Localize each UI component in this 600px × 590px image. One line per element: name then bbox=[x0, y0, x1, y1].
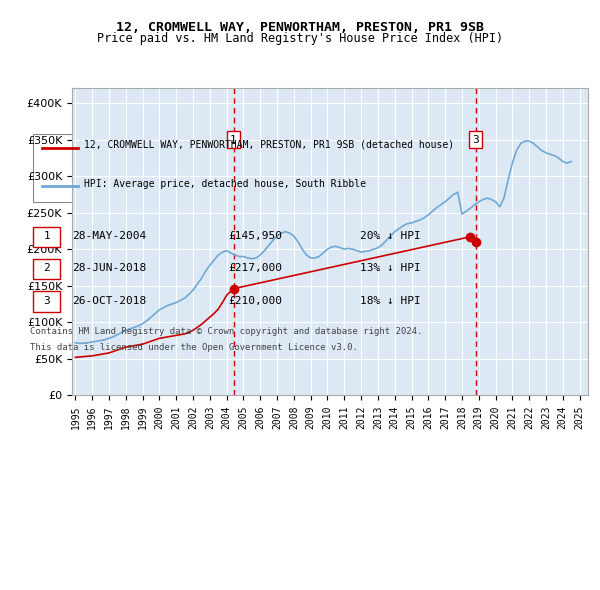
Text: 3: 3 bbox=[472, 135, 479, 145]
Text: 1: 1 bbox=[43, 231, 50, 241]
Text: 12, CROMWELL WAY, PENWORTHAM, PRESTON, PR1 9SB: 12, CROMWELL WAY, PENWORTHAM, PRESTON, P… bbox=[116, 21, 484, 34]
Text: £210,000: £210,000 bbox=[228, 296, 282, 306]
Text: This data is licensed under the Open Government Licence v3.0.: This data is licensed under the Open Gov… bbox=[30, 343, 358, 352]
Text: 28-JUN-2018: 28-JUN-2018 bbox=[72, 264, 146, 273]
Text: 13% ↓ HPI: 13% ↓ HPI bbox=[360, 264, 421, 273]
Text: 26-OCT-2018: 26-OCT-2018 bbox=[72, 296, 146, 306]
Text: 20% ↓ HPI: 20% ↓ HPI bbox=[360, 231, 421, 241]
Text: 28-MAY-2004: 28-MAY-2004 bbox=[72, 231, 146, 241]
Text: 12, CROMWELL WAY, PENWORTHAM, PRESTON, PR1 9SB (detached house): 12, CROMWELL WAY, PENWORTHAM, PRESTON, P… bbox=[84, 140, 454, 149]
Text: 2: 2 bbox=[43, 264, 50, 273]
Text: Price paid vs. HM Land Registry's House Price Index (HPI): Price paid vs. HM Land Registry's House … bbox=[97, 32, 503, 45]
Text: 1: 1 bbox=[230, 135, 237, 145]
Text: £217,000: £217,000 bbox=[228, 264, 282, 273]
Text: Contains HM Land Registry data © Crown copyright and database right 2024.: Contains HM Land Registry data © Crown c… bbox=[30, 327, 422, 336]
Text: £145,950: £145,950 bbox=[228, 231, 282, 241]
Text: 3: 3 bbox=[43, 296, 50, 306]
Text: HPI: Average price, detached house, South Ribble: HPI: Average price, detached house, Sout… bbox=[84, 179, 366, 189]
Text: 18% ↓ HPI: 18% ↓ HPI bbox=[360, 296, 421, 306]
